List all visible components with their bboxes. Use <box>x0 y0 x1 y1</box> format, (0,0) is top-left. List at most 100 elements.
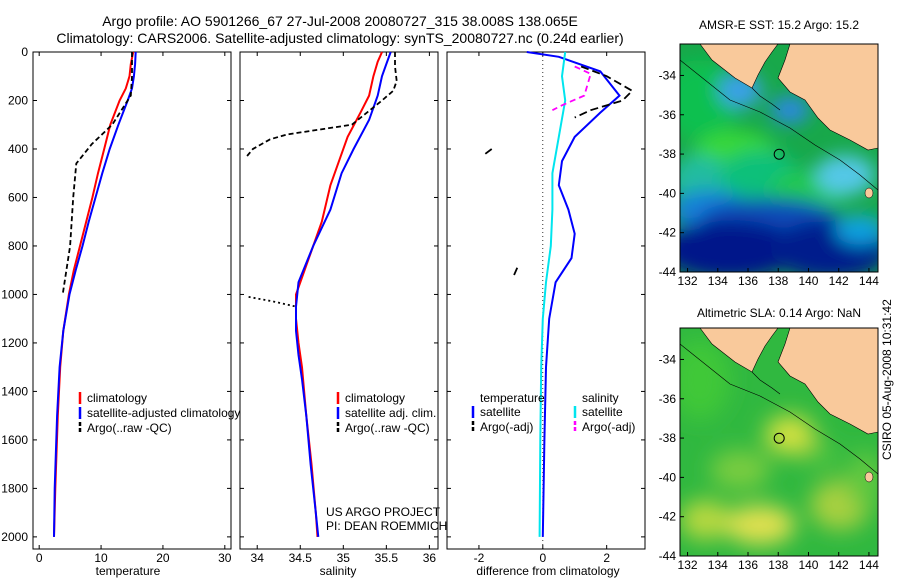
sla-latitude-label: -42 <box>659 510 677 524</box>
difference-series-3 <box>551 65 592 112</box>
sst-map-ticks: 132 134 136 138 140 142 144 -34 -36 -38 -40 -42 -44 <box>659 68 880 288</box>
difference-legend-label: satellite <box>480 405 521 419</box>
depth-tick-label: 2000 <box>1 530 28 544</box>
depth-tick-label: 1400 <box>1 384 28 398</box>
salinity-legend-label: climatology <box>345 391 405 405</box>
depth-tick-label: 200 <box>8 93 28 107</box>
sla-latitude-label: -44 <box>659 549 677 563</box>
temperature-legend-label: Argo(..raw -QC) <box>87 421 172 435</box>
temperature-legend-label: climatology <box>87 391 147 405</box>
depth-tick-label: 600 <box>8 190 28 204</box>
temperature-series-0 <box>53 51 135 537</box>
project-annotation: US ARGO PROJECT <box>326 505 441 519</box>
sla-latitude-label: -36 <box>659 392 677 406</box>
sla-map-title: Altimetric SLA: 0.14 Argo: NaN <box>697 306 861 320</box>
sla-longitude-label: 140 <box>798 558 818 572</box>
salinity-xtick-label: 36 <box>423 551 437 565</box>
sst-latitude-label: -36 <box>659 108 677 122</box>
temperature-legend-label: satellite-adjusted climatology <box>87 406 240 420</box>
sst-latitude-label: -40 <box>659 186 677 200</box>
sst-map-frame <box>679 43 879 273</box>
difference-xtick-label: 0 <box>539 551 546 565</box>
sst-longitude-label: 138 <box>768 274 788 288</box>
figure-title-line1: Argo profile: AO 5901266_67 27-Jul-2008 … <box>102 13 578 29</box>
difference-xtick-label: -2 <box>474 551 485 565</box>
sst-longitude-label: 134 <box>708 274 728 288</box>
sst-longitude-label: 132 <box>678 274 698 288</box>
difference-argo-fragment <box>513 267 519 276</box>
sst-longitude-label: 144 <box>859 274 879 288</box>
sla-longitude-label: 142 <box>829 558 849 572</box>
sla-longitude-label: 134 <box>708 558 728 572</box>
sst-latitude-label: -34 <box>659 68 677 82</box>
sla-longitude-label: 138 <box>768 558 788 572</box>
salinity-series-2 <box>246 52 398 157</box>
salinity-axis-label: salinity <box>320 564 357 578</box>
salinity-legend-label: Argo(..raw -QC) <box>345 421 430 435</box>
depth-tick-label: 400 <box>8 142 28 156</box>
difference-legend-label: Argo(-adj) <box>582 420 635 434</box>
temperature-xtick-label: 30 <box>218 551 232 565</box>
sst-map-title: AMSR-E SST: 15.2 Argo: 15.2 <box>699 18 859 32</box>
salinity-series-3 <box>248 296 297 308</box>
sla-latitude-label: -38 <box>659 431 677 445</box>
depth-tick-label: 0 <box>21 45 28 59</box>
sst-longitude-label: 136 <box>738 274 758 288</box>
temperature-panel-frame <box>32 51 232 550</box>
sst-map <box>680 44 878 272</box>
temperature-axis-label: temperature <box>96 564 161 578</box>
temperature-panel: 0 10 20 30 0 200 400 600 800 1000 1200 1400 1600 1800… <box>1 45 240 565</box>
salinity-legend-label: satellite adj. clim. <box>345 406 436 420</box>
sla-latitude-label: -40 <box>659 470 677 484</box>
temperature-xtick-label: 0 <box>36 551 43 565</box>
sla-longitude-label: 132 <box>678 558 698 572</box>
difference-axis-label: difference from climatology <box>476 564 619 578</box>
depth-tick-label: 1600 <box>1 433 28 447</box>
depth-tick-label: 1200 <box>1 336 28 350</box>
sst-latitude-label: -42 <box>659 226 677 240</box>
salinity-xtick-label: 34.5 <box>289 551 313 565</box>
figure-title-line2: Climatology: CARS2006. Satellite-adjuste… <box>56 30 623 46</box>
salinity-xtick-label: 35.5 <box>375 551 399 565</box>
depth-tick-label: 800 <box>8 239 28 253</box>
difference-legend-label: Argo(-adj) <box>480 420 533 434</box>
salinity-panel-frame <box>239 51 439 550</box>
sla-longitude-label: 144 <box>859 558 879 572</box>
salinity-xtick-label: 34 <box>251 551 265 565</box>
temperature-series-1 <box>53 51 137 537</box>
sst-longitude-label: 142 <box>829 274 849 288</box>
sla-map-frame <box>679 327 879 557</box>
sst-latitude-label: -44 <box>659 265 677 279</box>
temperature-series-2 <box>61 52 133 295</box>
salinity-xtick-label: 35 <box>337 551 351 565</box>
salinity-series-1 <box>295 51 392 538</box>
sla-map <box>680 328 878 556</box>
difference-panel-frame <box>446 51 646 550</box>
timestamp-side-label: CSIRO 05-Aug-2008 10:31:42 <box>880 299 894 460</box>
difference-argo-fragment <box>484 148 493 155</box>
temperature-xtick-label: 20 <box>156 551 170 565</box>
salinity-series-0 <box>295 51 383 537</box>
profile-panels: 0 10 20 30020040060080010001200140016001800… <box>1 45 645 565</box>
difference-series-1 <box>538 51 567 537</box>
sst-latitude-label: -38 <box>659 147 677 161</box>
sst-longitude-label: 140 <box>798 274 818 288</box>
difference-legend-header-temperature: temperature <box>480 391 545 405</box>
difference-xtick-label: 2 <box>603 551 610 565</box>
sla-latitude-label: -34 <box>659 352 677 366</box>
pi-annotation: PI: DEAN ROEMMICH <box>326 519 447 533</box>
sst-argo-location-marker <box>773 148 785 160</box>
sla-longitude-label: 136 <box>738 558 758 572</box>
depth-tick-label: 1000 <box>1 287 28 301</box>
difference-series-2 <box>574 65 634 119</box>
depth-tick-label: 1800 <box>1 481 28 495</box>
sla-argo-location-marker <box>773 432 785 444</box>
difference-legend-header-salinity: salinity <box>582 391 619 405</box>
temperature-xtick-label: 10 <box>94 551 108 565</box>
sla-map-ticks: 132 134 136 138 140 142 144 -34 -36 -38 -40 -42 -44 <box>659 352 880 572</box>
difference-legend-label: satellite <box>582 405 623 419</box>
difference-series-0 <box>526 51 621 537</box>
